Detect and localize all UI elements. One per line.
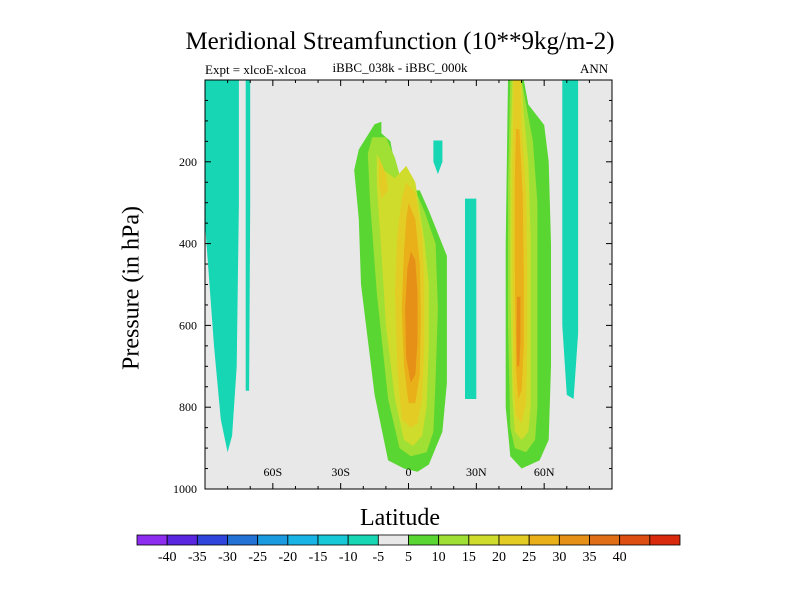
colorbar-label: 35 bbox=[583, 550, 597, 565]
colorbar-label: 40 bbox=[613, 550, 627, 565]
colorbar-swatch bbox=[317, 534, 349, 546]
colorbar-label: -35 bbox=[188, 550, 207, 565]
contour-region-pos30-17 bbox=[405, 251, 418, 383]
colorbar-swatch bbox=[166, 534, 198, 546]
contour-region-neg5-1 bbox=[245, 80, 251, 391]
season-label: ANN bbox=[580, 61, 609, 76]
y-tick-label: 1000 bbox=[173, 482, 197, 496]
x-axis-label: Latitude bbox=[360, 505, 440, 531]
contour-region-neg10-2 bbox=[216, 80, 228, 224]
colorbar-swatch bbox=[196, 534, 228, 546]
contour-region-neg5-4 bbox=[465, 198, 477, 399]
colorbar-swatch bbox=[558, 534, 590, 546]
colorbar-swatch bbox=[619, 534, 651, 546]
y-tick-label: 600 bbox=[179, 318, 197, 332]
colorbar-label: -25 bbox=[248, 550, 267, 565]
colorbar: -40 -35 -30 -25 -20 -15 -10 -5 5 10 15 20 25 30 35 40 bbox=[136, 534, 681, 565]
colorbar-swatch bbox=[377, 534, 409, 546]
contour-regions bbox=[205, 80, 579, 472]
colorbar-label: 15 bbox=[462, 550, 476, 565]
y-axis-ticks: 200 400 600 800 1000 bbox=[173, 79, 612, 496]
colorbar-label: 5 bbox=[405, 550, 412, 565]
colorbar-swatch bbox=[438, 534, 470, 546]
colorbar-swatch bbox=[589, 534, 621, 546]
x-tick-label: 60N bbox=[534, 465, 555, 479]
colorbar-swatch bbox=[528, 534, 560, 546]
x-tick-label: 30S bbox=[331, 465, 350, 479]
experiment-label: Expt = xlcoE-xlcoa bbox=[205, 62, 307, 77]
y-tick-label: 800 bbox=[179, 400, 197, 414]
colorbar-label: 25 bbox=[522, 550, 536, 565]
colorbar-label: 10 bbox=[432, 550, 446, 565]
colorbar-swatch bbox=[498, 534, 530, 546]
colorbar-label: -10 bbox=[339, 550, 358, 565]
colorbar-swatch bbox=[227, 534, 259, 546]
colorbar-swatch bbox=[468, 534, 500, 546]
colorbar-swatch bbox=[347, 534, 379, 546]
colorbar-swatch bbox=[408, 534, 440, 546]
colorbar-swatch bbox=[257, 534, 289, 546]
colorbar-label: -15 bbox=[309, 550, 328, 565]
contour-region-neg5-3 bbox=[433, 140, 443, 175]
x-tick-label: 60S bbox=[263, 465, 282, 479]
contour-region-neg5-0 bbox=[205, 80, 239, 453]
x-tick-label: 30N bbox=[466, 465, 487, 479]
colorbar-label: 30 bbox=[552, 550, 566, 565]
colorbar-swatch bbox=[287, 534, 319, 546]
colorbar-label: -5 bbox=[372, 550, 384, 565]
colorbar-swatch bbox=[136, 534, 168, 546]
x-axis-ticks: 60S 30S 0 30N 60N bbox=[204, 80, 613, 489]
colorbar-label: -30 bbox=[218, 550, 237, 565]
colorbar-label: -40 bbox=[158, 550, 177, 565]
contour-region-pos30-18 bbox=[516, 296, 521, 367]
contour-region-neg5-5 bbox=[562, 80, 579, 399]
chart-title: Meridional Streamfunction (10**9kg/m-2) bbox=[185, 28, 615, 55]
y-tick-label: 400 bbox=[179, 237, 197, 251]
y-tick-label: 200 bbox=[179, 155, 197, 169]
center-subtitle: iBBC_038k - iBBC_000k bbox=[332, 60, 468, 75]
contour-region-pos20-12 bbox=[379, 157, 389, 199]
colorbar-label: 20 bbox=[492, 550, 506, 565]
x-tick-label: 0 bbox=[406, 465, 412, 479]
colorbar-swatch bbox=[649, 534, 681, 546]
colorbar-label: -20 bbox=[278, 550, 297, 565]
